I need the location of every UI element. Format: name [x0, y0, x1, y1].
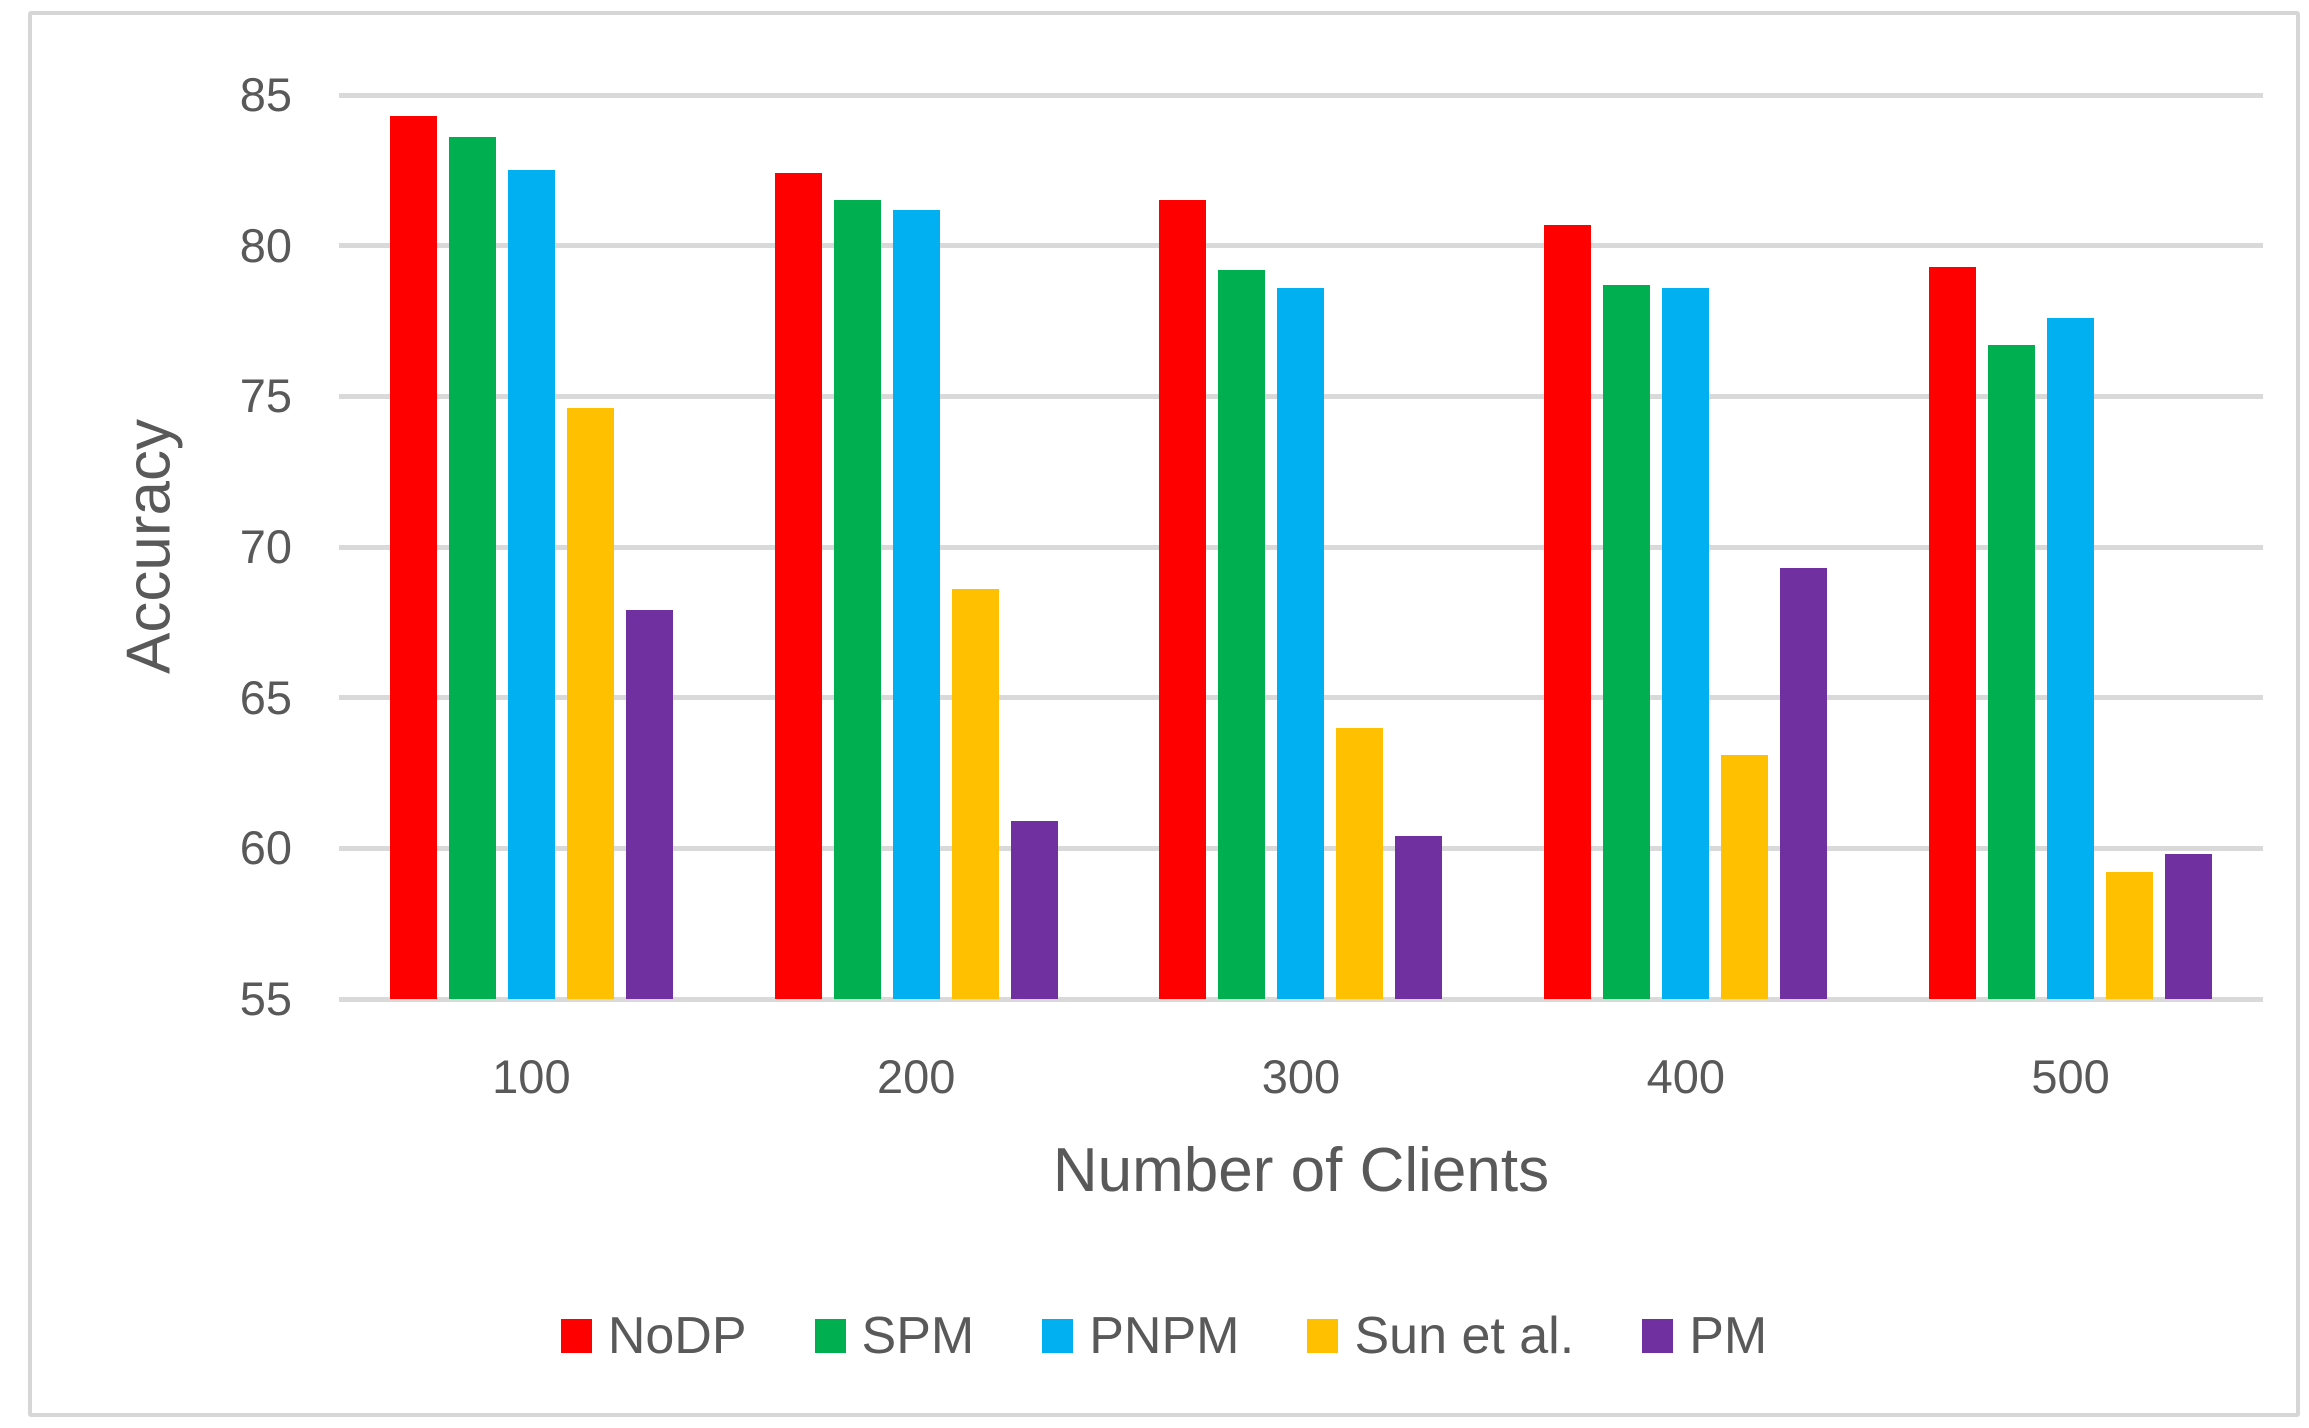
- bar-spm-400: [1603, 284, 1651, 999]
- x-tick-label-200: 200: [876, 1050, 956, 1103]
- legend-swatch-icon: [560, 1319, 592, 1353]
- bar-pm-100: [625, 610, 673, 999]
- bar-group-400: [1493, 95, 1878, 999]
- gridline-55: [339, 996, 2263, 1002]
- legend-swatch-icon: [1642, 1319, 1674, 1353]
- legend-swatch-icon: [1042, 1319, 1074, 1353]
- bar-nodp-300: [1159, 200, 1207, 999]
- gridline-85: [339, 92, 2263, 98]
- legend-item-sun-et-al-: Sun et al.: [1307, 1310, 1574, 1362]
- plot-area: [339, 92, 2263, 1002]
- bar-pnpm-500: [2047, 318, 2095, 999]
- bar-sun-et-al--500: [2106, 872, 2154, 999]
- y-tick-label-55: 55: [239, 972, 292, 1025]
- y-tick-label-85: 85: [239, 68, 292, 121]
- bar-nodp-500: [1929, 266, 1977, 999]
- bar-pnpm-100: [507, 170, 555, 999]
- legend-swatch-icon: [814, 1319, 846, 1353]
- bar-spm-100: [448, 137, 496, 999]
- gridline-80: [339, 243, 2263, 249]
- y-tick-label-60: 60: [239, 821, 292, 875]
- x-tick-label-400: 400: [1646, 1050, 1725, 1103]
- legend-item-pnpm: PNPM: [1042, 1310, 1239, 1362]
- x-axis-title: Number of Clients: [1052, 1136, 1550, 1205]
- bar-nodp-400: [1544, 224, 1592, 999]
- x-tick-label-300: 300: [1261, 1050, 1341, 1103]
- legend-label: SPM: [861, 1307, 975, 1365]
- bar-sun-et-al--100: [566, 408, 614, 999]
- bar-nodp-200: [774, 173, 822, 999]
- legend-swatch-icon: [1307, 1319, 1339, 1353]
- y-tick-label-70: 70: [239, 520, 292, 573]
- bar-group-300: [1109, 95, 1494, 999]
- y-tick-label-75: 75: [239, 369, 292, 423]
- chart-frame: Accuracy 55 60 65 70 75 80 85 100 200 300 400 500 …: [28, 11, 2300, 1417]
- legend-item-pm: PM: [1642, 1310, 1767, 1362]
- bar-group-500: [1878, 95, 2263, 999]
- bar-sun-et-al--300: [1336, 727, 1384, 999]
- x-tick-label-500: 500: [2031, 1050, 2110, 1103]
- bar-pnpm-400: [1662, 287, 1710, 999]
- bar-group-200: [724, 95, 1109, 999]
- bar-pnpm-300: [1277, 287, 1325, 999]
- bar-nodp-100: [389, 116, 437, 999]
- bar-pnpm-200: [892, 209, 940, 999]
- bar-group-100: [339, 95, 724, 999]
- legend-item-nodp: NoDP: [560, 1307, 747, 1365]
- legend-item-spm: SPM: [814, 1307, 975, 1365]
- bar-pm-300: [1395, 836, 1443, 999]
- x-tick-label-100: 100: [492, 1050, 571, 1103]
- legend-label: PM: [1689, 1307, 1768, 1365]
- legend-label: PNPM: [1089, 1307, 1240, 1365]
- bar-spm-200: [833, 200, 881, 999]
- legend-label: NoDP: [607, 1307, 747, 1365]
- bar-pm-200: [1010, 821, 1058, 999]
- bar-pm-500: [2165, 854, 2213, 999]
- bar-sun-et-al--400: [1721, 754, 1769, 999]
- bar-spm-500: [1988, 345, 2036, 999]
- bar-spm-300: [1218, 269, 1266, 999]
- bar-sun-et-al--200: [951, 589, 999, 999]
- y-tick-label-80: 80: [239, 218, 292, 272]
- legend: NoDP SPM PNPM Sun et al. PM: [32, 1310, 2296, 1362]
- legend-label: Sun et al.: [1354, 1307, 1575, 1365]
- y-tick-label-65: 65: [239, 670, 292, 724]
- bar-pm-400: [1780, 568, 1828, 999]
